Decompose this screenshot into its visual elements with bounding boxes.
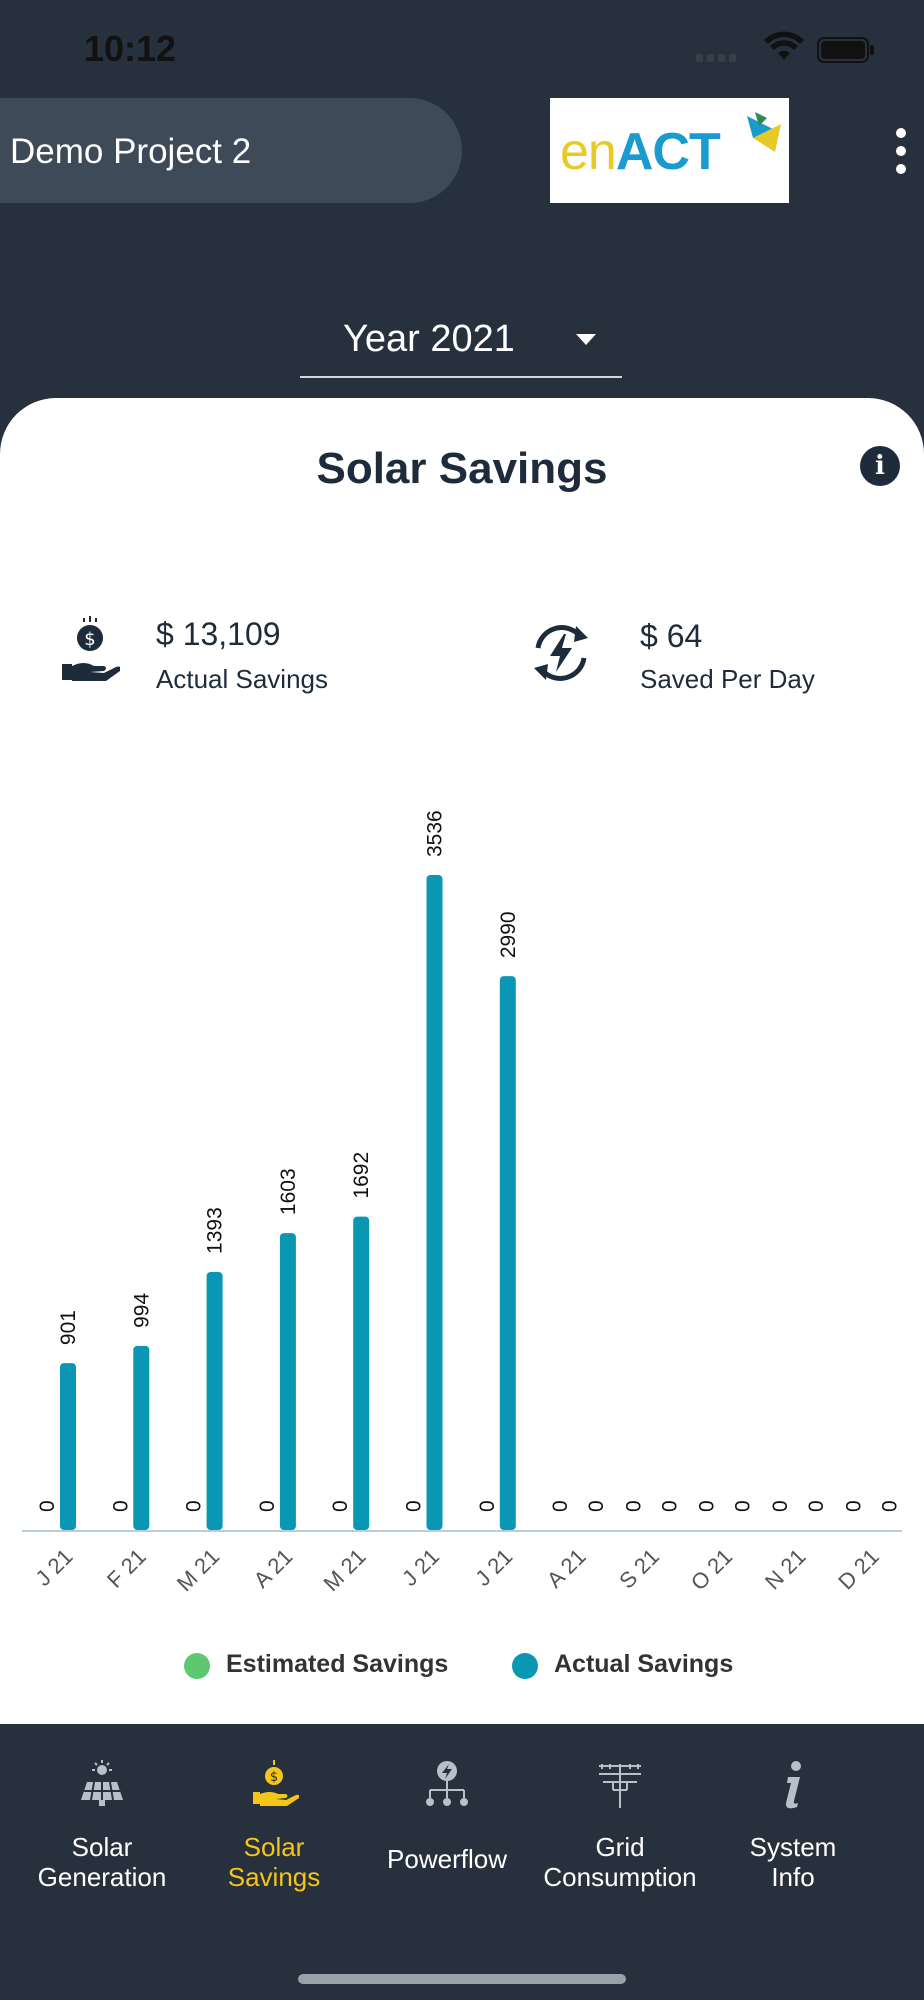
tab-label: System Info bbox=[749, 1832, 837, 1892]
tab-label: Solar Generation bbox=[37, 1832, 167, 1892]
saved-per-day-label: Saved Per Day bbox=[640, 664, 815, 694]
x-tick-label: F 21 bbox=[102, 1544, 151, 1593]
x-tick-label: S 21 bbox=[614, 1544, 664, 1594]
status-icons bbox=[696, 31, 874, 63]
actual-savings-label: Actual Savings bbox=[156, 664, 328, 694]
x-tick-label: M 21 bbox=[318, 1544, 370, 1596]
x-tick-label: N 21 bbox=[760, 1544, 811, 1595]
x-tick-label: J 21 bbox=[397, 1544, 444, 1591]
card-title: Solar Savings bbox=[316, 444, 608, 493]
status-time: 10:12 bbox=[84, 28, 177, 69]
status-bar: 10:12 bbox=[0, 0, 924, 100]
bar-actual-savings[interactable] bbox=[499, 976, 516, 1530]
tab-powerflow[interactable]: Powerflow bbox=[362, 1724, 532, 1894]
home-indicator bbox=[298, 1974, 626, 1984]
x-tick-label: J 21 bbox=[470, 1544, 517, 1591]
more-options-button[interactable] bbox=[886, 122, 916, 182]
saved-per-day-stat: $ 64 Saved Per Day bbox=[526, 616, 866, 706]
legend-dot-actual bbox=[512, 1653, 538, 1679]
svg-text:$: $ bbox=[84, 629, 95, 650]
battery-icon bbox=[817, 37, 874, 63]
legend-label-actual: Actual Savings bbox=[554, 1650, 734, 1678]
chart-legend: Estimated Savings Actual Savings bbox=[0, 1645, 924, 1685]
tab-label: Solar Savings bbox=[227, 1832, 321, 1892]
bar-actual-savings[interactable] bbox=[60, 1363, 76, 1530]
cellular-signal-icon bbox=[696, 54, 736, 62]
info-icon[interactable]: i bbox=[860, 446, 900, 486]
savings-card: Solar Savings i $ $ 13,109 Actual Saving… bbox=[0, 398, 924, 1724]
powerflow-icon bbox=[426, 1761, 468, 1806]
bar-actual-savings[interactable] bbox=[133, 1345, 150, 1530]
tab-system-info[interactable]: System Info bbox=[708, 1724, 878, 1894]
saved-per-day-value: $ 64 bbox=[640, 618, 703, 654]
data-label-estimated: 0 bbox=[769, 1500, 792, 1512]
data-label-estimated: 0 bbox=[842, 1500, 865, 1512]
data-label-estimated: 0 bbox=[183, 1500, 206, 1512]
tab-grid-consumption[interactable]: Grid Consumption bbox=[535, 1724, 705, 1894]
project-name: Demo Project 2 bbox=[10, 132, 252, 171]
x-tick-label: D 21 bbox=[833, 1544, 884, 1595]
tab-label: Grid Consumption bbox=[543, 1832, 697, 1892]
tab-solar-savings[interactable]: $ Solar Savings bbox=[189, 1724, 359, 1894]
enact-logo: enACT bbox=[550, 98, 789, 203]
data-label-actual: 901 bbox=[57, 1310, 80, 1345]
bar-actual-savings[interactable] bbox=[206, 1271, 223, 1530]
grid-tower-icon bbox=[599, 1764, 641, 1808]
data-label-actual: 0 bbox=[732, 1500, 755, 1512]
project-selector[interactable]: Demo Project 2 bbox=[0, 98, 462, 203]
data-label-actual: 994 bbox=[130, 1293, 153, 1328]
x-tick-label: A 21 bbox=[249, 1544, 298, 1593]
logo-wordmark: enACT bbox=[560, 123, 721, 181]
wifi-icon bbox=[764, 31, 804, 60]
data-label-estimated: 0 bbox=[109, 1500, 132, 1512]
actual-savings-stat: $ $ 13,109 Actual Savings bbox=[60, 616, 380, 706]
data-label-estimated: 0 bbox=[329, 1500, 352, 1512]
energy-cycle-icon bbox=[534, 625, 588, 681]
x-tick-label: O 21 bbox=[686, 1544, 737, 1595]
savings-hand-icon: $ bbox=[62, 616, 120, 681]
year-value: Year 2021 bbox=[343, 318, 515, 360]
data-label-actual: 1692 bbox=[350, 1152, 373, 1199]
chevron-down-icon bbox=[576, 334, 596, 345]
data-label-actual: 0 bbox=[805, 1500, 828, 1512]
bar-actual-savings[interactable] bbox=[279, 1233, 296, 1530]
data-label-estimated: 0 bbox=[622, 1500, 645, 1512]
bar-actual-savings[interactable] bbox=[353, 1216, 370, 1530]
data-label-actual: 3536 bbox=[424, 810, 447, 857]
savings-bar-chart: 901 0 J 21 994 0 F 21 1393 0 M 21 1603 0 A 21 1692 0 M… bbox=[22, 810, 902, 1596]
data-label-estimated: 0 bbox=[476, 1500, 499, 1512]
data-label-actual: 0 bbox=[585, 1500, 608, 1512]
year-dropdown[interactable]: Year 2021 bbox=[300, 310, 622, 378]
data-label-estimated: 0 bbox=[549, 1500, 572, 1512]
data-label-actual: 1603 bbox=[277, 1168, 300, 1215]
data-label-actual: 0 bbox=[658, 1500, 681, 1512]
data-label-actual: 0 bbox=[878, 1500, 901, 1512]
tab-label: Powerflow bbox=[387, 1844, 507, 1874]
logo-mark-icon bbox=[747, 112, 781, 152]
svg-text:$: $ bbox=[270, 1770, 278, 1785]
data-label-estimated: 0 bbox=[36, 1500, 59, 1512]
tab-solar-generation[interactable]: Solar Generation bbox=[17, 1724, 187, 1894]
x-tick-label: A 21 bbox=[542, 1544, 591, 1593]
savings-hand-icon: $ bbox=[253, 1760, 299, 1806]
data-label-estimated: 0 bbox=[403, 1500, 426, 1512]
data-label-estimated: 0 bbox=[256, 1500, 279, 1512]
bar-actual-savings[interactable] bbox=[426, 875, 443, 1530]
data-label-actual: 2990 bbox=[497, 911, 520, 958]
x-tick-label: M 21 bbox=[172, 1544, 224, 1596]
bottom-tab-bar: Solar Generation $ Solar Savings Powerflow bbox=[0, 1724, 924, 2000]
data-label-estimated: 0 bbox=[696, 1500, 719, 1512]
data-label-actual: 1393 bbox=[204, 1207, 227, 1254]
x-tick-label: J 21 bbox=[30, 1544, 77, 1591]
actual-savings-value: $ 13,109 bbox=[156, 616, 281, 652]
info-icon bbox=[785, 1761, 801, 1809]
legend-dot-estimated bbox=[184, 1653, 210, 1679]
solar-panel-icon bbox=[81, 1760, 123, 1806]
legend-label-estimated: Estimated Savings bbox=[226, 1650, 449, 1678]
